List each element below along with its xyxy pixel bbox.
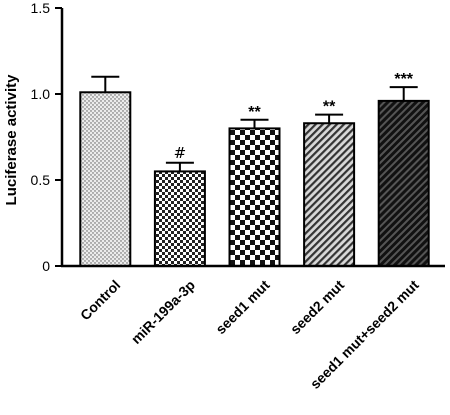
significance-label: ** [248, 104, 261, 121]
y-tick-label: 1.5 [31, 0, 51, 16]
x-category-label: miR-199a-3p [128, 277, 198, 347]
y-axis-title: Luciferase activity [3, 74, 20, 206]
bar-group: ** [303, 99, 356, 267]
bar [153, 170, 206, 267]
significance-label: # [174, 144, 187, 162]
y-tick-label: 1.0 [31, 86, 51, 102]
x-category-label: seed2 mut [287, 277, 348, 338]
x-axis: Control miR-199a-3p seed1 mut seed2 mutseed… [61, 264, 445, 392]
significance-label: ** [323, 99, 336, 116]
y-tick-label: 0 [42, 258, 50, 274]
bar [228, 127, 281, 267]
x-category-label: seed1 mut [212, 277, 273, 338]
y-tick-label: 0.5 [31, 172, 51, 188]
bar [303, 122, 356, 267]
bar-group: ** [228, 104, 281, 267]
y-axis: 0 0.5 1.0 1.5 [31, 0, 64, 274]
x-category-label: Control [77, 277, 124, 324]
significance-label: *** [394, 71, 413, 88]
bar [79, 91, 132, 267]
bar-group: # [153, 144, 206, 267]
bars-group: #** ***** [79, 71, 430, 267]
bar [377, 99, 430, 267]
bar-group [79, 75, 132, 267]
bar-group: *** [377, 71, 430, 267]
